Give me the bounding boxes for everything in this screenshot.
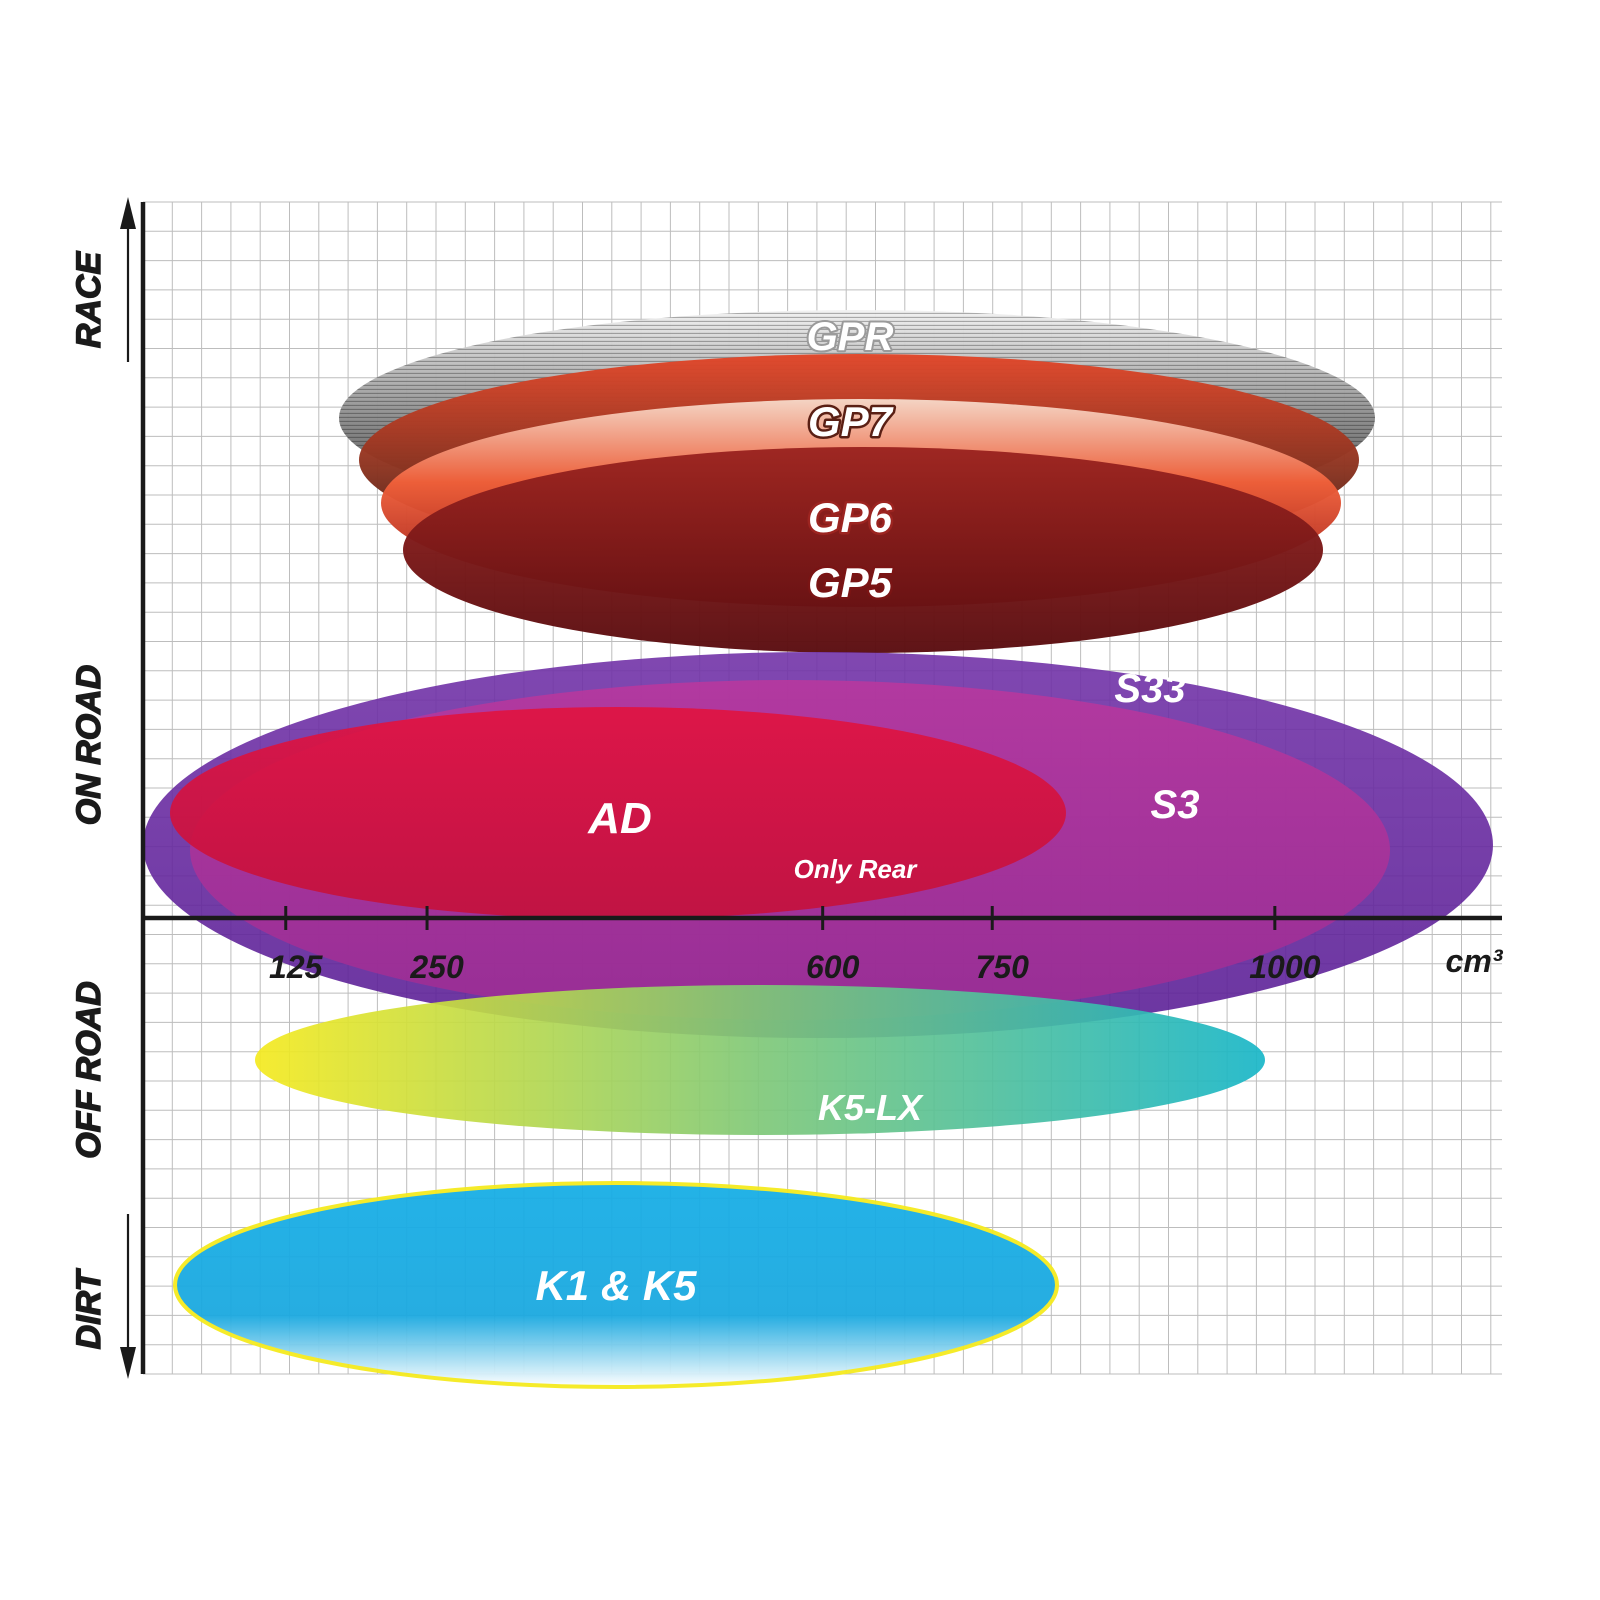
svg-text:AD: AD [587, 794, 652, 843]
svg-text:GP5: GP5 [808, 559, 893, 606]
svg-text:Only Rear: Only Rear [794, 854, 919, 884]
svg-text:ON ROAD: ON ROAD [70, 665, 108, 826]
svg-text:GP7: GP7 [808, 398, 894, 445]
svg-text:K5-LX: K5-LX [818, 1087, 924, 1128]
svg-text:250: 250 [409, 949, 464, 985]
svg-text:GP6: GP6 [808, 494, 893, 541]
svg-text:125: 125 [269, 949, 324, 985]
svg-text:GPR: GPR [807, 315, 894, 359]
svg-text:S33: S33 [1114, 667, 1185, 711]
svg-text:750: 750 [976, 949, 1030, 985]
svg-text:600: 600 [806, 949, 860, 985]
svg-text:OFF ROAD: OFF ROAD [70, 981, 108, 1159]
svg-text:cm³: cm³ [1446, 943, 1504, 979]
svg-text:DIRT: DIRT [70, 1267, 108, 1349]
svg-text:K1 & K5: K1 & K5 [535, 1262, 697, 1309]
svg-text:S3: S3 [1151, 783, 1200, 827]
svg-text:1000: 1000 [1249, 949, 1320, 985]
svg-text:RACE: RACE [70, 251, 108, 349]
